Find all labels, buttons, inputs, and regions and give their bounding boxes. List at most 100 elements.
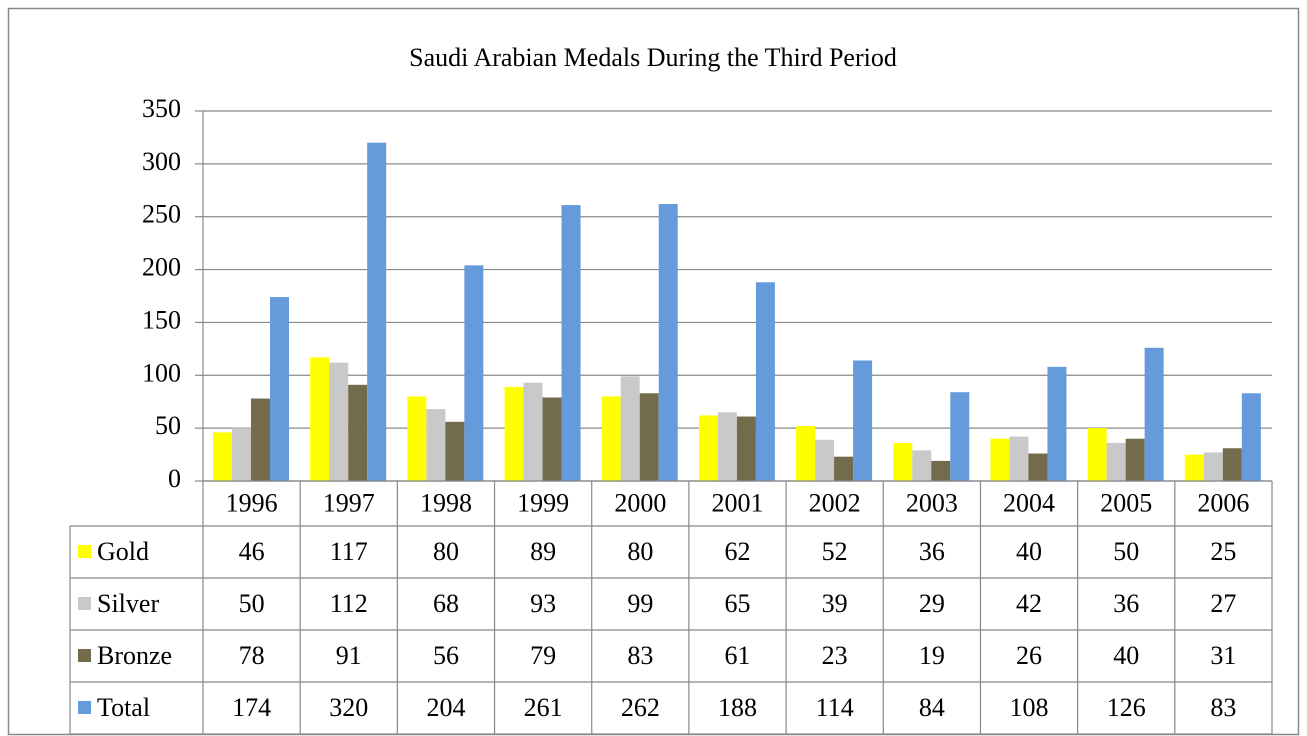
- table-cell: 91: [336, 641, 362, 670]
- table-cell: 108: [1010, 693, 1049, 722]
- bar: [931, 460, 951, 481]
- y-tick-label: 0: [168, 464, 181, 493]
- y-tick-label: 300: [142, 147, 181, 176]
- table-cell: 29: [919, 589, 945, 618]
- table-cell: 36: [919, 537, 945, 566]
- bar: [950, 392, 970, 481]
- table-cell: 174: [232, 693, 271, 722]
- x-tick-label: 2005: [1100, 488, 1152, 517]
- table-cell: 68: [433, 589, 459, 618]
- x-tick-label: 2002: [809, 488, 861, 517]
- bar: [445, 421, 465, 481]
- chart-frame: [7, 7, 1300, 736]
- bar: [504, 386, 524, 481]
- bar: [893, 442, 913, 481]
- table-cell: 89: [530, 537, 556, 566]
- bar: [639, 393, 659, 481]
- table-cell: 65: [725, 589, 751, 618]
- table-cell: 114: [816, 693, 854, 722]
- x-tick-label: 2000: [614, 488, 666, 517]
- y-tick-label: 250: [142, 200, 181, 229]
- table-cell: 40: [1016, 537, 1042, 566]
- bar: [310, 357, 330, 481]
- bar: [658, 204, 678, 481]
- legend-label: Silver: [97, 589, 159, 618]
- table-cell: 50: [1113, 537, 1139, 566]
- table-cell: 40: [1113, 641, 1139, 670]
- bar: [698, 415, 718, 481]
- bar: [815, 439, 835, 481]
- table-cell: 320: [329, 693, 368, 722]
- table-cell: 262: [621, 693, 660, 722]
- table-cell: 80: [627, 537, 653, 566]
- table-cell: 78: [239, 641, 265, 670]
- bar: [1241, 393, 1261, 481]
- table-cell: 188: [718, 693, 757, 722]
- table-cell: 99: [627, 589, 653, 618]
- legend-key: [78, 545, 91, 558]
- bar: [1028, 453, 1048, 481]
- bar: [367, 142, 387, 481]
- table-cell: 56: [433, 641, 459, 670]
- table-cell: 112: [330, 589, 368, 618]
- legend-key: [78, 649, 91, 662]
- y-tick-label: 150: [142, 305, 181, 334]
- bar: [561, 205, 581, 482]
- bar: [348, 384, 368, 481]
- bar: [736, 416, 756, 481]
- bar: [990, 438, 1010, 481]
- y-tick-label: 50: [155, 411, 181, 440]
- table-cell: 62: [725, 537, 751, 566]
- bar: [853, 360, 873, 481]
- table-cell: 52: [822, 537, 848, 566]
- table-cell: 61: [725, 641, 751, 670]
- table-cell: 83: [1210, 693, 1236, 722]
- table-cell: 93: [530, 589, 556, 618]
- bar: [1125, 438, 1145, 481]
- table-cell: 50: [239, 589, 265, 618]
- bar: [1203, 452, 1223, 481]
- bar: [755, 282, 775, 481]
- table-cell: 27: [1210, 589, 1236, 618]
- x-tick-label: 1999: [517, 488, 569, 517]
- legend-label: Gold: [97, 537, 149, 566]
- table-cell: 31: [1210, 641, 1236, 670]
- table-cell: 204: [426, 693, 465, 722]
- x-tick-label: 1996: [226, 488, 278, 517]
- bar: [1009, 436, 1029, 481]
- bar: [1106, 442, 1126, 481]
- bar: [426, 409, 446, 481]
- table-cell: 39: [822, 589, 848, 618]
- x-tick-label: 2003: [906, 488, 958, 517]
- x-tick-label: 2004: [1003, 488, 1055, 517]
- bar: [213, 432, 232, 481]
- table-cell: 46: [239, 537, 265, 566]
- bar: [1222, 448, 1242, 481]
- table-cell: 79: [530, 641, 556, 670]
- y-tick-label: 350: [142, 94, 181, 123]
- bar: [834, 456, 854, 481]
- bar: [796, 426, 816, 481]
- table-cell: 36: [1113, 589, 1139, 618]
- legend-label: Bronze: [97, 641, 172, 670]
- x-tick-label: 2001: [712, 488, 764, 517]
- table-cell: 42: [1016, 589, 1042, 618]
- table-cell: 25: [1210, 537, 1236, 566]
- legend-key: [78, 597, 91, 610]
- table-cell: 23: [822, 641, 848, 670]
- bar: [1184, 454, 1204, 481]
- bar: [1047, 366, 1067, 481]
- chart-title: Saudi Arabian Medals During the Third Pe…: [409, 43, 897, 72]
- legend-label: Total: [97, 693, 150, 722]
- table-cell: 126: [1107, 693, 1146, 722]
- bar: [464, 265, 484, 481]
- x-tick-label: 1997: [323, 488, 375, 517]
- table-cell: 117: [330, 537, 368, 566]
- bar: [912, 450, 932, 481]
- bar: [329, 362, 349, 481]
- table-cell: 84: [919, 693, 945, 722]
- table-cell: 26: [1016, 641, 1042, 670]
- bar: [270, 297, 289, 481]
- bar: [717, 412, 737, 481]
